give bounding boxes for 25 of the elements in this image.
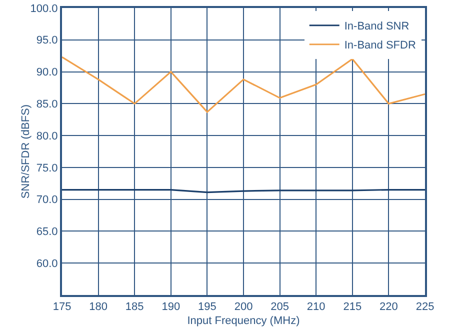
- x-tick-label: 195: [198, 301, 216, 314]
- x-tick-label: 220: [380, 301, 398, 314]
- y-tick-label: 75.0: [36, 162, 58, 174]
- y-tick-label: 65.0: [36, 226, 58, 238]
- x-tick-label: 210: [306, 301, 326, 314]
- x-tick-label: 200: [234, 301, 253, 314]
- x-tick-label: 215: [343, 301, 362, 314]
- y-tick-label: 80.0: [36, 130, 58, 142]
- legend-label: In-Band SNR: [344, 20, 410, 33]
- x-tick-label: 175: [52, 301, 72, 314]
- y-tick-label: 60.0: [36, 258, 58, 270]
- x-tick-label: 190: [162, 301, 180, 314]
- x-tick-label: 185: [125, 301, 144, 314]
- y-axis-title: SNR/SFDR (dBFS): [20, 104, 32, 199]
- y-tick-label: 90.0: [36, 66, 58, 79]
- x-tick-label: 225: [416, 301, 434, 314]
- y-tick-label: 95.0: [36, 34, 58, 47]
- y-tick-label: 85.0: [36, 98, 58, 111]
- x-tick-label: 180: [89, 301, 108, 314]
- y-tick-label: 70.0: [36, 194, 58, 206]
- y-tick-label: 100.0: [30, 2, 58, 15]
- legend-label: In-Band SFDR: [344, 40, 416, 52]
- x-axis-title: Input Frequency (MHz): [187, 314, 300, 327]
- line-series: [62, 56, 425, 113]
- x-tick-label: 205: [270, 301, 289, 314]
